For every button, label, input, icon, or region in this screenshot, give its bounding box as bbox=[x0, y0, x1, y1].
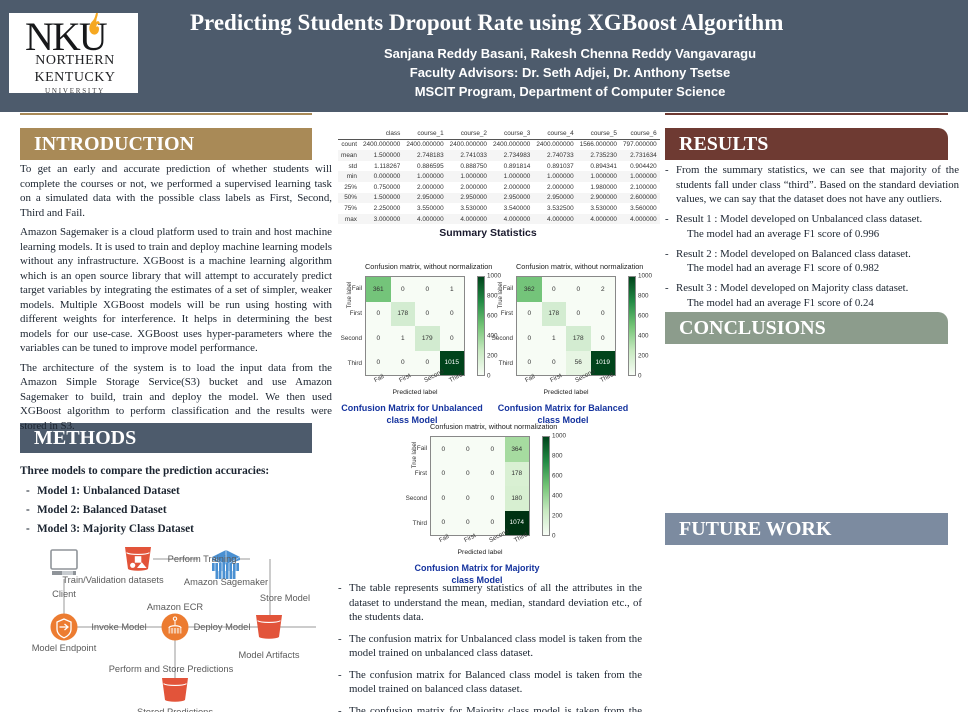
svg-text:Perform and Store Predictions: Perform and Store Predictions bbox=[109, 664, 234, 674]
svg-text:Amazon Sagemaker: Amazon Sagemaker bbox=[184, 577, 268, 587]
svg-text:Deploy Model: Deploy Model bbox=[194, 622, 251, 632]
svg-text:Model Artifacts: Model Artifacts bbox=[239, 650, 300, 660]
svg-text:Model Endpoint: Model Endpoint bbox=[32, 643, 97, 653]
svg-text:Perform Training: Perform Training bbox=[168, 554, 237, 564]
svg-text:Invoke Model: Invoke Model bbox=[91, 622, 146, 632]
svg-text:Client: Client bbox=[52, 589, 76, 599]
svg-text:Stored Predictions: Stored Predictions bbox=[137, 707, 213, 712]
svg-text:Store Model: Store Model bbox=[260, 593, 310, 603]
svg-text:Train/Validation datasets: Train/Validation datasets bbox=[62, 575, 164, 585]
svg-text:Amazon ECR: Amazon ECR bbox=[147, 602, 204, 612]
